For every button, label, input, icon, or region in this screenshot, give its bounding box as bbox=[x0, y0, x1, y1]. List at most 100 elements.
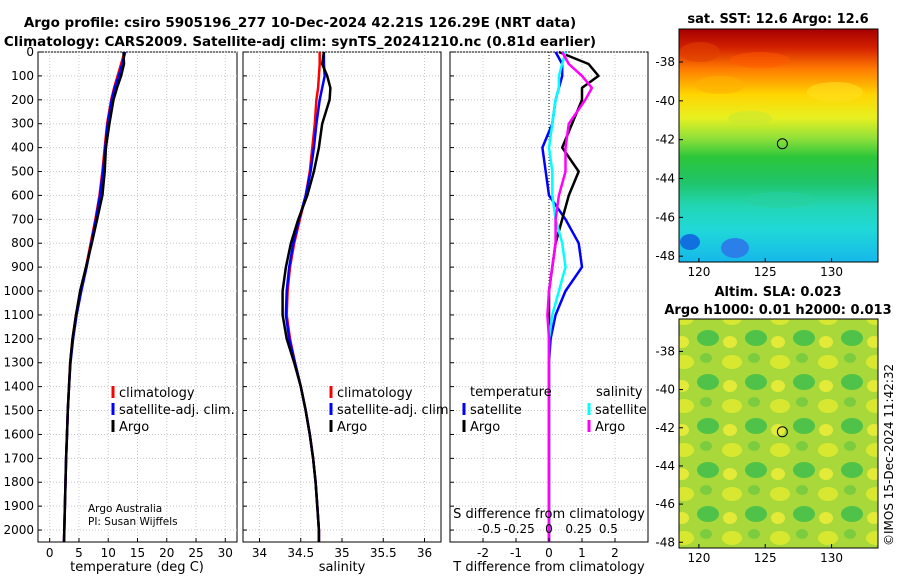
x-tick-label: 0 bbox=[545, 546, 553, 560]
map-y-tick-label: -40 bbox=[655, 383, 675, 397]
map-y-tick-label: -38 bbox=[655, 344, 675, 358]
x-tick-label: 35.5 bbox=[370, 546, 397, 560]
y-tick-label: 700 bbox=[11, 212, 34, 226]
x-tick-label: 15 bbox=[130, 546, 145, 560]
map-y-tick-label: -44 bbox=[655, 459, 675, 473]
temperature-xlabel: temperature (deg C) bbox=[70, 560, 204, 575]
x-tick-label: 30 bbox=[218, 546, 233, 560]
difference-xlabel-S: S difference from climatology bbox=[453, 507, 645, 522]
difference-ticks: -2 -1 0 1 2 bbox=[450, 51, 619, 560]
y-tick-label: 1600 bbox=[3, 427, 34, 441]
sla-map-title2: Argo h1000: 0.01 h2000: 0.013 bbox=[664, 303, 891, 318]
difference-panel: -2 -1 0 1 2 T difference from climatology S … bbox=[449, 50, 649, 575]
y-tick-label: 1300 bbox=[3, 356, 34, 370]
legend-label-satellite-adj-sal: satellite-adj. clim. bbox=[337, 403, 453, 418]
legend-label-sal-argo: Argo bbox=[595, 420, 625, 435]
sla-map-panel: Altim. SLA: 0.023 Argo h1000: 0.01 h2000… bbox=[655, 285, 891, 565]
sla-map-frame bbox=[678, 318, 879, 549]
y-tick-label: 400 bbox=[11, 141, 34, 155]
x-tick-label: -1 bbox=[510, 546, 522, 560]
salinity-grid bbox=[243, 51, 441, 542]
temperature-series bbox=[62, 51, 127, 543]
y-tick-label: 0 bbox=[26, 45, 34, 59]
difference-xlabel-T: T difference from climatology bbox=[452, 560, 645, 575]
salinity-ticks: 34 34.5 35 35.5 36 bbox=[243, 51, 432, 560]
map-y-tick-label: -44 bbox=[655, 172, 675, 186]
legend-label-climatology: climatology bbox=[119, 386, 195, 401]
map-x-tick-label: 130 bbox=[820, 265, 843, 279]
s-tick-label: 0.5 bbox=[599, 522, 618, 536]
sla-map-title: Altim. SLA: 0.023 bbox=[715, 285, 842, 300]
map-x-tick-label: 125 bbox=[754, 551, 777, 565]
y-tick-label: 500 bbox=[11, 165, 34, 179]
y-tick-label: 1500 bbox=[3, 404, 34, 418]
map-y-tick-label: -46 bbox=[655, 497, 675, 511]
sst-map-panel: sat. SST: 12.6 Argo: 12.6 120 125 130 -38 -4… bbox=[655, 12, 879, 279]
sla-map-ticks: 120 125 130 -38 -40 -42 -44 -46 -48 bbox=[655, 344, 843, 565]
figure-title-line1: Argo profile: csiro 5905196_277 10-Dec-2… bbox=[24, 15, 576, 31]
salinity-series bbox=[281, 51, 332, 542]
y-tick-label: 1200 bbox=[3, 332, 34, 346]
x-tick-label: 34 bbox=[252, 546, 267, 560]
series-line-argo bbox=[62, 51, 126, 543]
legend-label-satellite-adj: satellite-adj. clim. bbox=[119, 403, 235, 418]
x-tick-label: 34.5 bbox=[287, 546, 314, 560]
x-tick-label: 2 bbox=[611, 546, 619, 560]
y-tick-label: 200 bbox=[11, 93, 34, 107]
y-tick-label: 100 bbox=[11, 69, 34, 83]
legend-label-sal-satellite: satellite bbox=[595, 403, 647, 418]
temperature-grid bbox=[38, 51, 237, 542]
sst-map-frame bbox=[678, 28, 879, 263]
x-tick-label: 10 bbox=[101, 546, 116, 560]
map-y-tick-label: -40 bbox=[655, 94, 675, 108]
map-x-tick-label: 120 bbox=[687, 265, 710, 279]
sst-argo-marker bbox=[776, 138, 788, 150]
map-x-tick-label: 120 bbox=[687, 551, 710, 565]
temperature-ticks: 0100200300400500600700800900100011001200… bbox=[3, 45, 232, 560]
y-tick-label: 1400 bbox=[3, 380, 34, 394]
series-line-salinity-argo bbox=[546, 51, 594, 542]
y-tick-label: 1100 bbox=[3, 308, 34, 322]
y-tick-label: 800 bbox=[11, 236, 34, 250]
salinity-panel: 34 34.5 35 35.5 36 salinity climatology sate… bbox=[242, 51, 453, 575]
temperature-panel: 0100200300400500600700800900100011001200… bbox=[3, 45, 238, 575]
legend-label-temp-argo: Argo bbox=[470, 420, 500, 435]
salinity-xlabel: salinity bbox=[319, 560, 366, 575]
difference-grid bbox=[450, 51, 648, 542]
y-tick-label: 1700 bbox=[3, 451, 34, 465]
y-tick-label: 1900 bbox=[3, 499, 34, 513]
difference-S-ticks: -0.5 -0.25 0 0.25 0.5 bbox=[478, 522, 618, 536]
credit-pi: PI: Susan Wijffels bbox=[88, 516, 178, 528]
temperature-axes bbox=[37, 51, 238, 543]
x-tick-label: 20 bbox=[159, 546, 174, 560]
x-tick-label: 35 bbox=[334, 546, 349, 560]
y-tick-label: 1000 bbox=[3, 284, 34, 298]
y-tick-label: 900 bbox=[11, 260, 34, 274]
legend-header-salinity: salinity bbox=[596, 385, 643, 400]
legend-label-argo-sal: Argo bbox=[337, 420, 367, 435]
sst-texture bbox=[680, 42, 863, 258]
s-tick-label: 0 bbox=[545, 522, 553, 536]
x-tick-label: 36 bbox=[417, 546, 432, 560]
legend-header-temperature: temperature bbox=[470, 385, 552, 400]
map-x-tick-label: 130 bbox=[820, 551, 843, 565]
map-y-tick-label: -46 bbox=[655, 210, 675, 224]
sla-heatmap bbox=[679, 319, 878, 548]
difference-series bbox=[541, 50, 600, 542]
sst-map-ticks: 120 125 130 -38 -40 -42 -44 -46 -48 bbox=[655, 55, 843, 279]
temperature-legend: climatology satellite-adj. clim. Argo bbox=[111, 386, 235, 435]
y-tick-label: 2000 bbox=[3, 523, 34, 537]
salinity-legend: climatology satellite-adj. clim. Argo bbox=[329, 386, 453, 435]
s-tick-label: -0.25 bbox=[504, 522, 535, 536]
x-tick-label: 0 bbox=[46, 546, 54, 560]
x-tick-label: -2 bbox=[477, 546, 489, 560]
sla-argo-marker bbox=[776, 426, 788, 438]
map-y-tick-label: -48 bbox=[655, 249, 675, 263]
y-tick-label: 1800 bbox=[3, 475, 34, 489]
salinity-axes bbox=[242, 51, 442, 543]
series-line-argo bbox=[281, 51, 332, 542]
map-x-tick-label: 125 bbox=[754, 265, 777, 279]
x-tick-label: 1 bbox=[578, 546, 586, 560]
y-tick-label: 300 bbox=[11, 117, 34, 131]
map-y-tick-label: -42 bbox=[655, 133, 675, 147]
